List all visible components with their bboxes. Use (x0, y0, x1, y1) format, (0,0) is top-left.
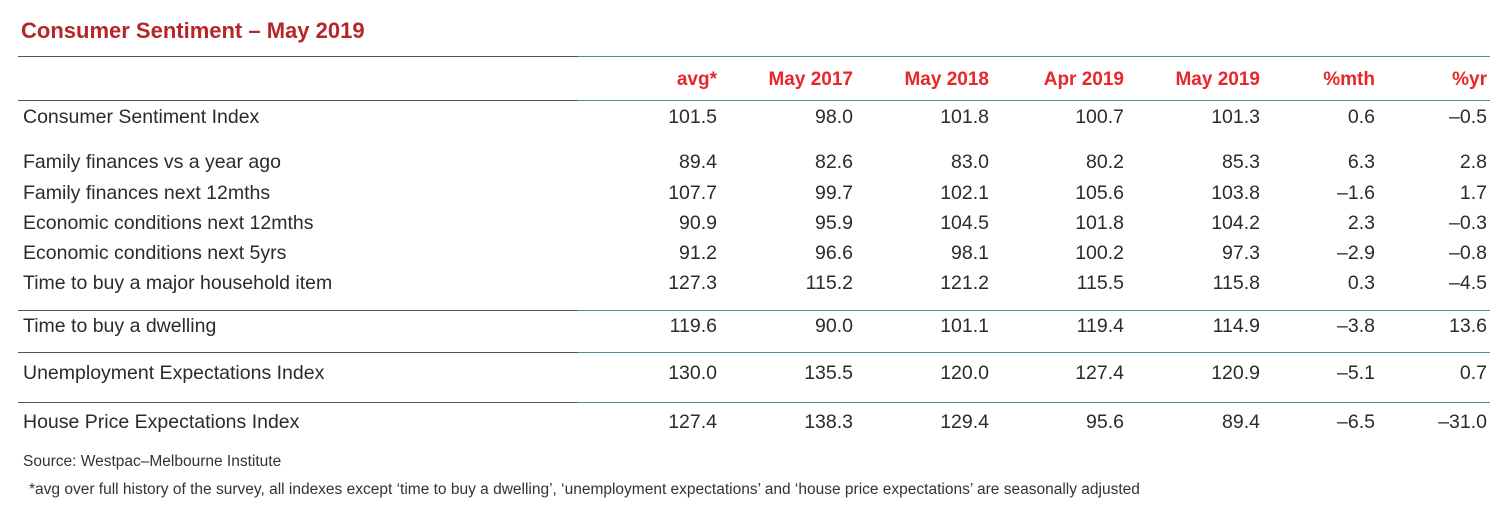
cell-value: 127.3 (668, 272, 717, 294)
cell-value: 101.5 (668, 106, 717, 128)
cell-value: 101.3 (1211, 106, 1260, 128)
divider (18, 100, 1490, 101)
cell-value: –0.5 (1449, 106, 1487, 128)
row-label: Unemployment Expectations Index (23, 362, 325, 384)
cell-value: 138.3 (804, 411, 853, 433)
table-row: Economic conditions next 12mths 90.9 95.9 1… (0, 212, 1507, 238)
cell-value: 2.8 (1459, 151, 1487, 173)
cell-value: 100.7 (1075, 106, 1124, 128)
cell-value: 85.3 (1222, 151, 1260, 173)
row-label: Economic conditions next 12mths (23, 212, 314, 234)
cell-value: 98.0 (815, 106, 853, 128)
cell-value: 101.8 (940, 106, 989, 128)
cell-value: 115.8 (1212, 272, 1260, 294)
cell-value: 95.9 (815, 212, 853, 234)
divider (18, 310, 1490, 311)
cell-value: 115.2 (805, 272, 853, 294)
cell-value: 115.5 (1076, 272, 1124, 294)
cell-value: 101.8 (1075, 212, 1124, 234)
cell-value: 83.0 (951, 151, 989, 173)
row-label: Consumer Sentiment Index (23, 106, 260, 128)
cell-value: 91.2 (679, 242, 717, 264)
table-row: Unemployment Expectations Index 130.0 135.… (0, 362, 1507, 388)
cell-value: 0.3 (1347, 272, 1375, 294)
cell-value: 0.6 (1347, 106, 1375, 128)
cell-value: 105.6 (1075, 182, 1124, 204)
cell-value: 119.6 (669, 315, 717, 337)
cell-value: –0.8 (1449, 242, 1487, 264)
cell-value: –0.3 (1449, 212, 1487, 234)
cell-value: 96.6 (815, 242, 853, 264)
column-header: Apr 2019 (1043, 69, 1124, 90)
table-row: Family finances next 12mths 107.7 99.7 102.… (0, 182, 1507, 208)
cell-value: –4.5 (1449, 272, 1487, 294)
cell-value: 100.2 (1075, 242, 1124, 264)
cell-value: 127.4 (1075, 362, 1124, 384)
cell-value: 80.2 (1086, 151, 1124, 173)
cell-value: –31.0 (1438, 411, 1487, 433)
table-row: Family finances vs a year ago 89.4 82.6 83.… (0, 151, 1507, 177)
cell-value: –6.5 (1337, 411, 1375, 433)
column-header: May 2019 (1175, 69, 1260, 90)
cell-value: –3.8 (1337, 315, 1375, 337)
cell-value: 127.4 (668, 411, 717, 433)
cell-value: 120.0 (940, 362, 989, 384)
column-header: %yr (1452, 69, 1487, 90)
column-header: avg* (676, 69, 717, 90)
column-header: %mth (1323, 69, 1375, 90)
row-label: Economic conditions next 5yrs (23, 242, 287, 264)
column-header: May 2017 (768, 69, 853, 90)
divider (18, 56, 1490, 57)
cell-value: 119.4 (1076, 315, 1124, 337)
cell-value: 98.1 (951, 242, 989, 264)
cell-value: 114.9 (1212, 315, 1260, 337)
cell-value: 95.6 (1086, 411, 1124, 433)
cell-value: 89.4 (679, 151, 717, 173)
cell-value: 90.9 (679, 212, 717, 234)
cell-value: 1.7 (1459, 182, 1487, 204)
divider (18, 352, 1490, 353)
cell-value: 13.6 (1449, 315, 1487, 337)
column-header: May 2018 (904, 69, 989, 90)
table-row: House Price Expectations Index 127.4 138.3… (0, 411, 1507, 437)
cell-value: 2.3 (1347, 212, 1375, 234)
cell-value: 104.5 (940, 212, 989, 234)
table-row: Time to buy a major household item 127.3 1… (0, 272, 1507, 298)
cell-value: 0.7 (1459, 362, 1487, 384)
cell-value: 101.1 (940, 315, 989, 337)
table-row: Consumer Sentiment Index 101.5 98.0 101.8 10… (0, 106, 1507, 132)
row-label: Family finances vs a year ago (23, 151, 281, 173)
row-label: Family finances next 12mths (23, 182, 271, 204)
row-label: Time to buy a major household item (23, 272, 333, 294)
cell-value: 90.0 (815, 315, 853, 337)
cell-value: 97.3 (1222, 242, 1260, 264)
cell-value: 89.4 (1222, 411, 1260, 433)
cell-value: –1.6 (1337, 182, 1375, 204)
source-note: Source: Westpac–Melbourne Institute (23, 453, 282, 470)
header-row: avg* May 2017 May 2018 Apr 2019 May 2019… (0, 69, 1507, 95)
row-label: Time to buy a dwelling (23, 315, 217, 337)
cell-value: 107.7 (668, 182, 717, 204)
cell-value: 130.0 (668, 362, 717, 384)
cell-value: 6.3 (1347, 151, 1375, 173)
cell-value: 120.9 (1211, 362, 1260, 384)
footnote: *avg over full history of the survey, al… (29, 481, 1140, 498)
cell-value: 99.7 (815, 182, 853, 204)
divider (18, 402, 1490, 403)
cell-value: –5.1 (1337, 362, 1375, 384)
cell-value: 82.6 (815, 151, 853, 173)
cell-value: –2.9 (1337, 242, 1375, 264)
cell-value: 103.8 (1211, 182, 1260, 204)
cell-value: 129.4 (940, 411, 989, 433)
row-label: House Price Expectations Index (23, 411, 300, 433)
table-row: Economic conditions next 5yrs 91.2 96.6 98.… (0, 242, 1507, 268)
table-row: Time to buy a dwelling 119.6 90.0 101.1 119.… (0, 315, 1507, 341)
cell-value: 121.2 (940, 272, 989, 294)
cell-value: 102.1 (940, 182, 989, 204)
table-title: Consumer Sentiment – May 2019 (21, 18, 365, 43)
cell-value: 104.2 (1211, 212, 1260, 234)
cell-value: 135.5 (804, 362, 853, 384)
